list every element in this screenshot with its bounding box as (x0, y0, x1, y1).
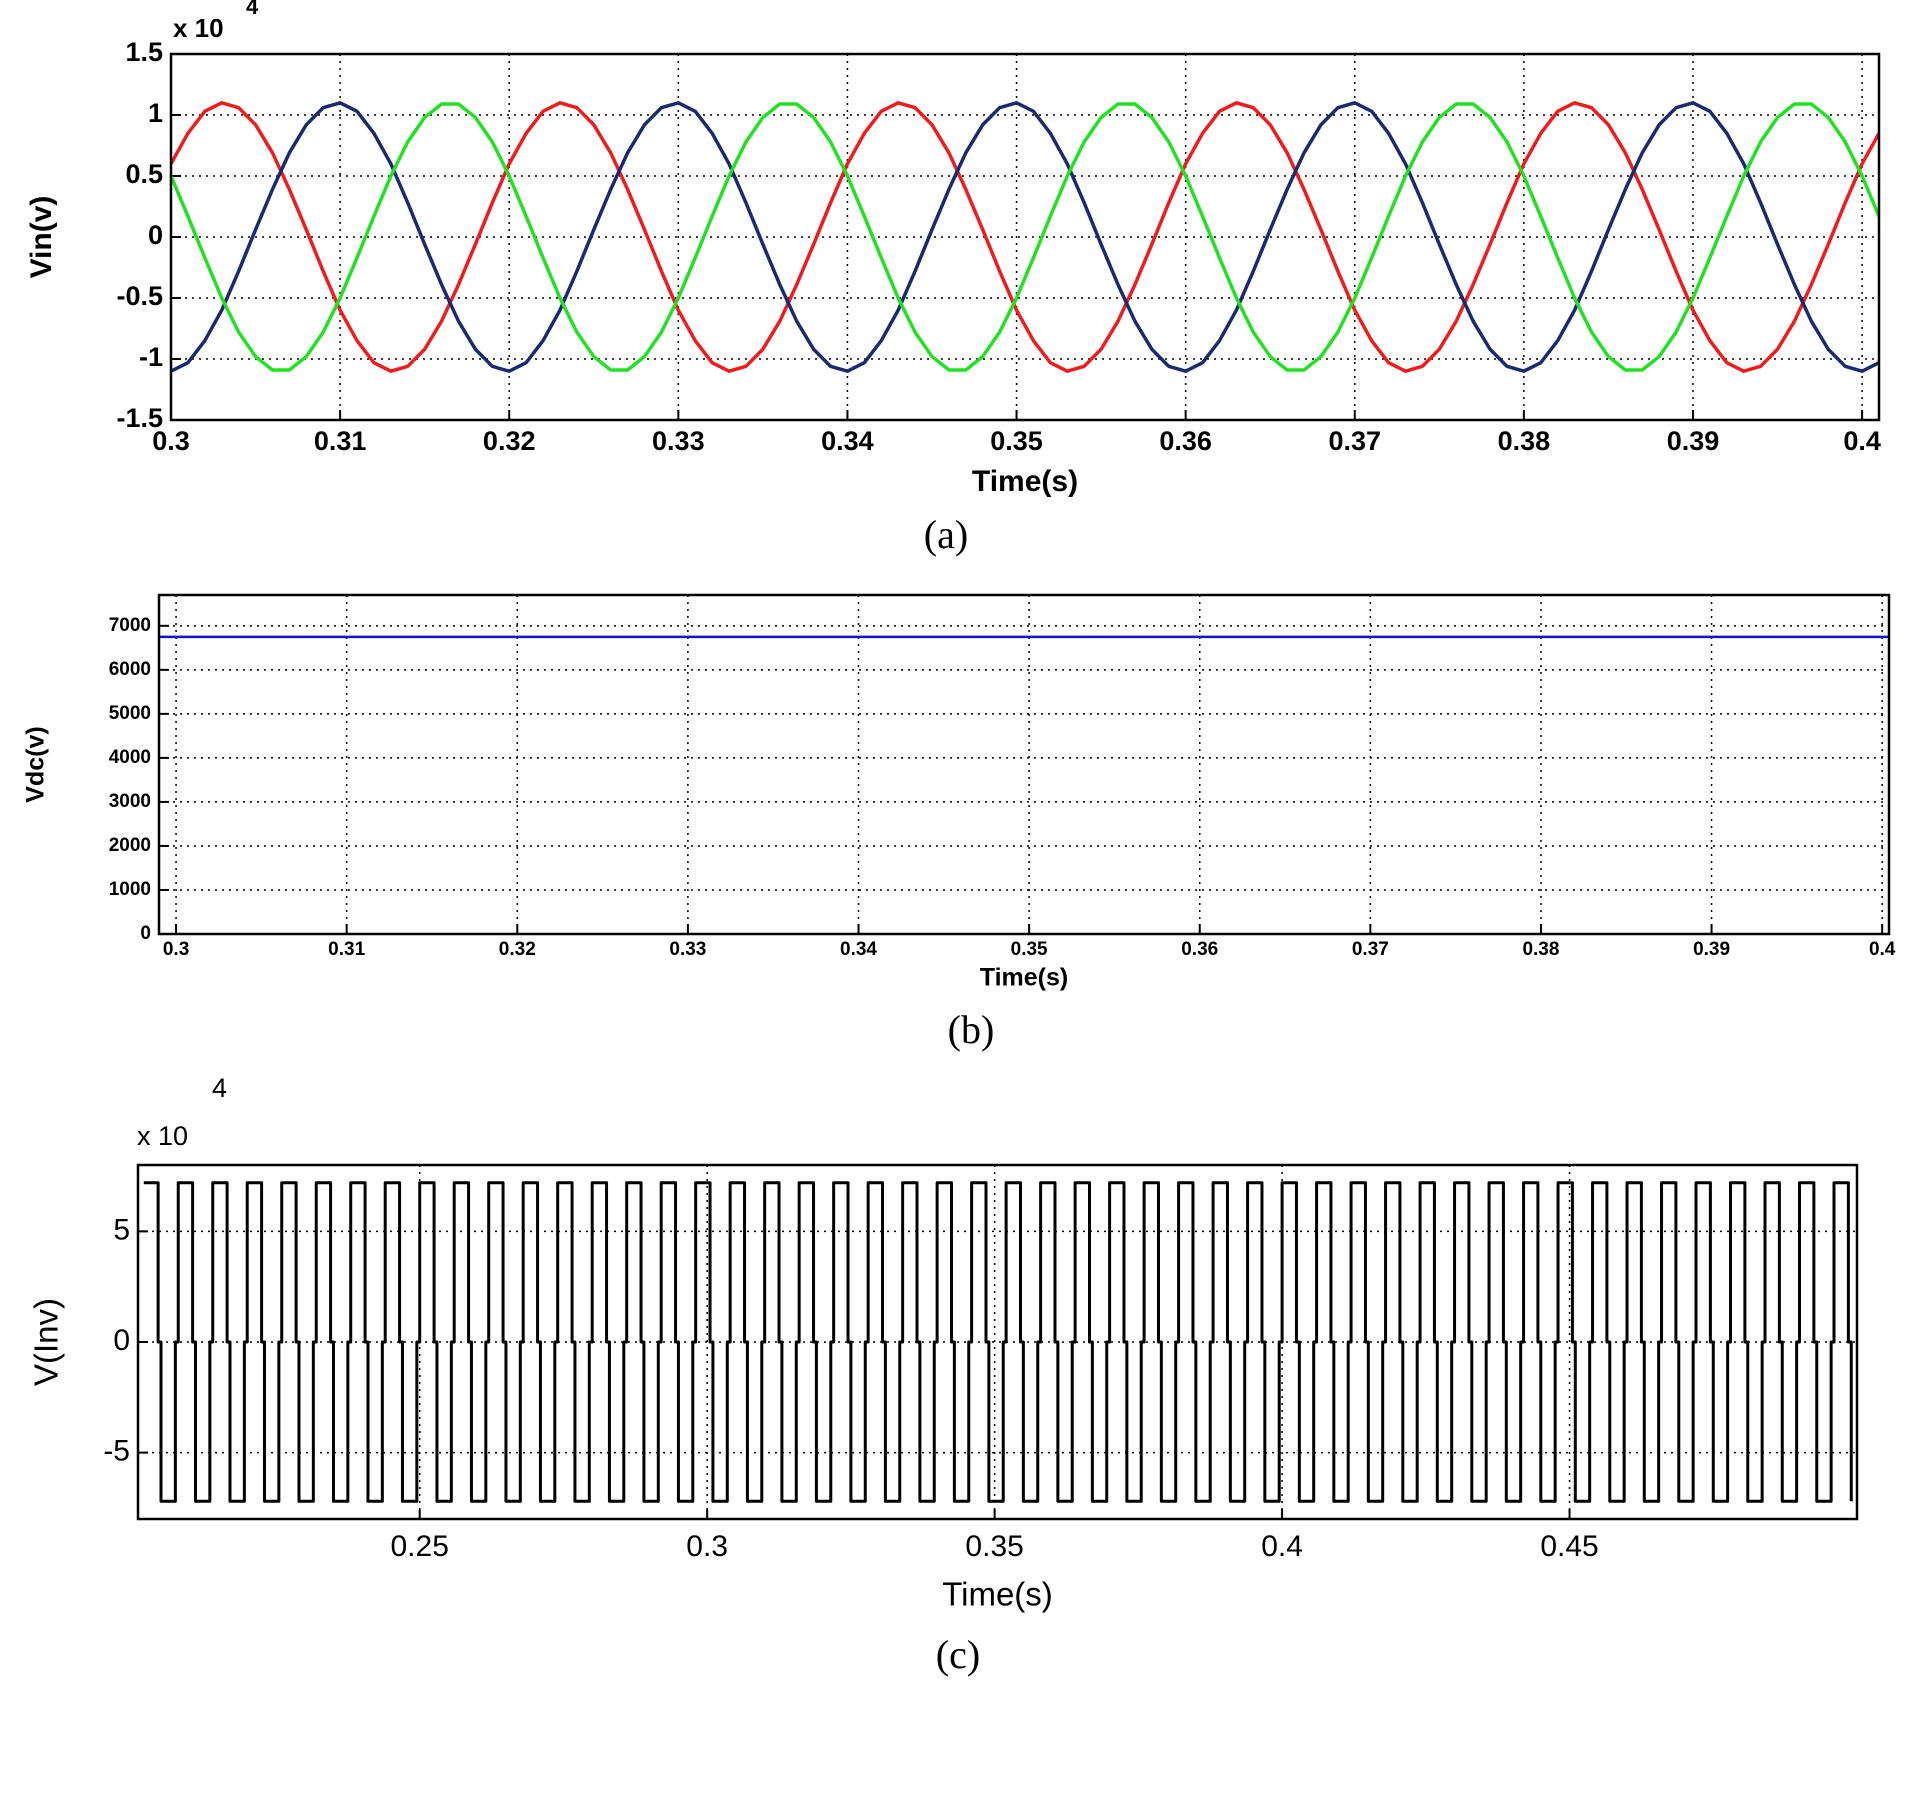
x-tick-label: 0.35 (990, 426, 1043, 456)
subplot: 0.3 0.31 0.32 0.33 0.34 0.35 0.36 0.37 0.38 0.39 0… (25, 0, 1881, 557)
x-tick-label: 0.32 (483, 426, 536, 456)
y-axis-label: Vdc(v) (22, 726, 50, 802)
data-line (143, 1181, 1853, 1503)
x-tick-label: 0.3 (152, 426, 190, 456)
y-axis-label: Vin(v) (25, 196, 58, 279)
y-tick-label: 5000 (109, 703, 151, 724)
y-tick-label: -1.5 (116, 403, 163, 433)
x-tick-label: 0.34 (840, 939, 877, 960)
y-tick-label: 0.5 (125, 159, 163, 189)
x-tick-label: 0.39 (1667, 426, 1720, 456)
x-axis-label: Time(s) (980, 964, 1068, 992)
y-multiplier: x 10 (137, 1121, 188, 1151)
y-tick-label: 3000 (109, 791, 151, 812)
x-tick-label: 0.36 (1159, 426, 1212, 456)
x-tick-label: 0.37 (1328, 426, 1381, 456)
x-axis-label: Time(s) (972, 465, 1078, 498)
data-line (171, 101, 1879, 373)
x-tick-label: 0.32 (499, 939, 536, 960)
data-line (171, 102, 1879, 372)
caption: (b) (948, 1007, 995, 1052)
x-tick-label: 0.38 (1522, 939, 1559, 960)
x-tick-label: 0.3 (686, 1530, 728, 1563)
x-tick-label: 0.3 (163, 939, 189, 960)
y-multiplier: x 10 (173, 13, 224, 43)
y-tick-label: 6000 (109, 659, 151, 680)
y-exponent: 4 (212, 1073, 227, 1103)
y-axis-label: V(Inv) (28, 1298, 65, 1386)
y-tick-label: -1 (139, 342, 163, 372)
x-tick-label: 0.35 (1011, 939, 1048, 960)
y-tick-label: 1000 (109, 879, 151, 900)
y-exponent: 4 (246, 0, 259, 19)
y-tick-label: 1 (148, 98, 163, 128)
y-tick-label: 2000 (109, 835, 151, 856)
x-tick-label: 0.25 (391, 1530, 449, 1563)
plot-frame (169, 52, 1881, 422)
caption: (a) (924, 512, 968, 557)
subplot: 0.25 0.3 0.35 0.4 0.45 -5 0 5 Time(s) V(Inv) x 10 4… (28, 1073, 1859, 1677)
x-tick-label: 0.4 (1869, 939, 1896, 960)
x-tick-label: 0.45 (1540, 1530, 1598, 1563)
x-tick-label: 0.33 (669, 939, 706, 960)
x-axis-label: Time(s) (942, 1576, 1053, 1613)
y-tick-label: 0 (140, 923, 151, 944)
plot-frame (157, 593, 1891, 936)
plot-frame (136, 1163, 1859, 1521)
x-tick-label: 0.38 (1498, 426, 1551, 456)
caption: (c) (936, 1632, 980, 1677)
x-tick-label: 0.35 (965, 1530, 1023, 1563)
x-tick-label: 0.33 (652, 426, 705, 456)
y-tick-label: 5 (113, 1213, 130, 1246)
x-tick-label: 0.4 (1843, 426, 1881, 456)
y-tick-label: 0 (113, 1324, 130, 1357)
y-tick-label: 0 (148, 220, 163, 250)
y-tick-label: -0.5 (116, 281, 163, 311)
x-tick-label: 0.36 (1181, 939, 1218, 960)
y-tick-label: 4000 (109, 747, 151, 768)
y-tick-label: -5 (103, 1435, 130, 1468)
x-tick-label: 0.34 (821, 426, 874, 456)
data-line (171, 101, 1879, 373)
y-tick-label: 1.5 (125, 37, 163, 67)
subplot: 0.3 0.31 0.32 0.33 0.34 0.35 0.36 0.37 0.38 0.39 0… (22, 593, 1896, 1052)
x-tick-label: 0.39 (1693, 939, 1730, 960)
y-tick-label: 7000 (109, 615, 151, 636)
x-tick-label: 0.37 (1352, 939, 1389, 960)
x-tick-label: 0.31 (328, 939, 365, 960)
x-tick-label: 0.4 (1261, 1530, 1303, 1563)
x-tick-label: 0.31 (314, 426, 367, 456)
